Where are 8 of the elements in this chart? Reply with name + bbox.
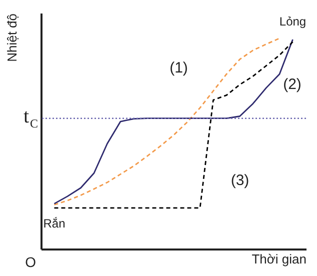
text: Lỏng [279,14,306,29]
series-label: (2) [283,76,302,93]
series-label: (1) [170,60,188,77]
annotation: Rắn [43,216,66,231]
x-axis-title: Thời gian [252,252,306,266]
text: O [25,254,36,270]
y-axis-title: Nhiệt độ [4,14,20,62]
series-label: (3) [230,172,250,189]
